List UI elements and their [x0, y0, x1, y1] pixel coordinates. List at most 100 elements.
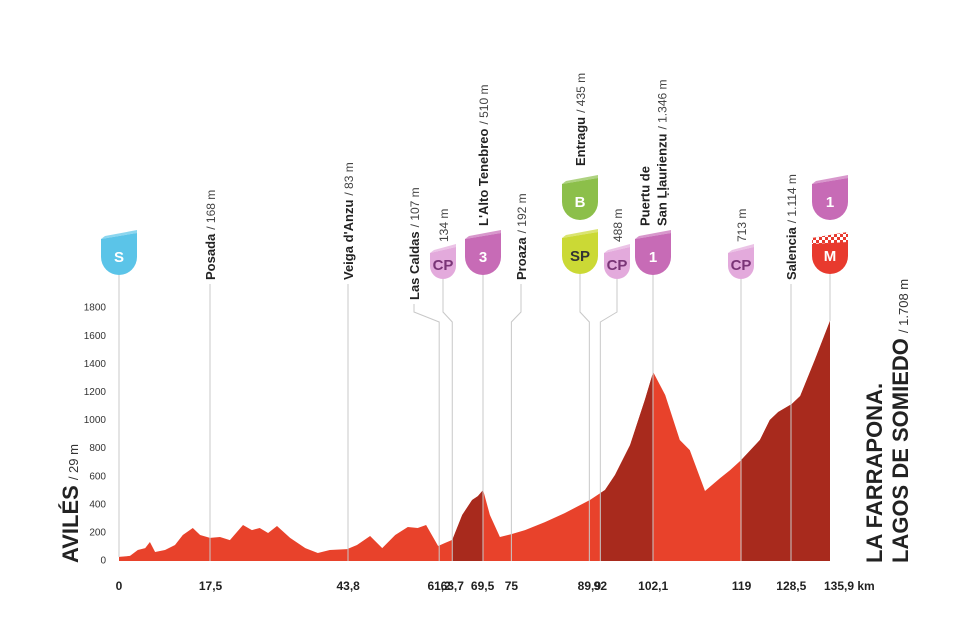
y-tick-label: 800 [89, 443, 106, 454]
x-tick-label: 128,5 [776, 579, 806, 593]
badge-shape [101, 233, 137, 275]
badge-text: 3 [479, 249, 487, 266]
place-name: Puertu de [638, 166, 653, 226]
place-name: San Ḷḷaurienzu [655, 133, 670, 226]
badge-stripe [635, 230, 671, 239]
badge: CP [604, 244, 630, 279]
badge-stripe [812, 175, 848, 184]
badge-text: M [824, 248, 837, 265]
leader-line [579, 274, 590, 561]
altitude: 713 m [735, 209, 749, 242]
badge-stripe [728, 244, 754, 253]
badge: CP [430, 244, 456, 279]
badge-shape [562, 178, 598, 220]
leader-line [510, 284, 522, 561]
leader-line [413, 304, 440, 561]
x-tick-label: 75 [505, 579, 519, 593]
badge-stripe [604, 244, 630, 253]
badge-text: SP [570, 248, 590, 265]
leader-line [599, 279, 618, 561]
badge-stripe [430, 244, 456, 253]
badge-shape [465, 233, 501, 275]
badge-text: CP [433, 257, 454, 274]
badge: CP [728, 244, 754, 279]
y-tick-label: 1000 [84, 415, 107, 426]
badge-text: CP [731, 257, 752, 274]
x-tick-label: 43,8 [336, 579, 360, 593]
badge-shape [728, 247, 754, 279]
waypoint-label: L'Alto Tenebreo / 510 m [476, 85, 491, 227]
waypoint-label: Puertu de [638, 166, 653, 226]
leader-line [442, 279, 453, 561]
badge-stripe [562, 175, 598, 184]
badge-stripe [101, 230, 137, 239]
place-name: AVILÉS [58, 485, 83, 563]
x-tick-label: 17,5 [199, 579, 223, 593]
altitude: / 107 m [408, 187, 422, 227]
finish-label: LA FARRAPONA. [862, 383, 887, 563]
place-name: Veiga d'Anzu [341, 200, 356, 280]
waypoint-label: Posada / 168 m [203, 190, 218, 280]
badge: 1 [635, 230, 671, 275]
altitude: / 1.346 m [656, 80, 670, 130]
x-tick-label: 102,1 [638, 579, 668, 593]
waypoint-label: Salencia / 1.114 m [784, 174, 799, 280]
altitude: / 435 m [574, 73, 588, 113]
x-tick-label: 0 [116, 579, 123, 593]
place-name: Salencia [784, 226, 799, 280]
badge-shape [430, 247, 456, 279]
y-tick-label: 1400 [84, 359, 107, 370]
badge: SP [562, 229, 598, 274]
y-tick-label: 200 [89, 528, 106, 539]
y-tick-label: 600 [89, 471, 106, 482]
badge-text: CP [607, 257, 628, 274]
waypoint-label: Entragu / 435 m [573, 73, 588, 166]
x-tick-label: 89,9 [578, 579, 602, 593]
badge-text: 1 [826, 194, 834, 211]
badge-shape [562, 232, 598, 274]
waypoint-label: Las Caldas / 107 m [407, 187, 422, 300]
altitude: 134 m [437, 209, 451, 242]
waypoint-label: 713 m [735, 209, 749, 242]
waypoint-label: Proaza / 192 m [514, 193, 529, 280]
y-tick-label: 1600 [84, 331, 107, 342]
badge-checker [812, 232, 848, 244]
badge-stripe [562, 229, 598, 238]
waypoint-label: 134 m [437, 209, 451, 242]
altitude: / 1.114 m [785, 174, 799, 223]
altitude: 488 m [611, 209, 625, 242]
place-name: LAGOS DE SOMIEDO [888, 338, 913, 563]
x-tick-label: 135,9 km [824, 579, 875, 593]
badge-text: S [114, 249, 124, 266]
badge: S [101, 230, 137, 275]
badge-text: B [575, 194, 586, 211]
waypoint-label: 488 m [611, 209, 625, 242]
badge: B [562, 175, 598, 220]
x-tick-label: 61,2 [428, 579, 452, 593]
place-name: Entragu [573, 117, 588, 166]
place-name: Posada [203, 233, 218, 280]
x-tick-label: 92 [594, 579, 608, 593]
finish-label: LAGOS DE SOMIEDO / 1.708 m [888, 279, 913, 563]
altitude: / 29 m [66, 444, 81, 480]
badge: M [812, 232, 848, 274]
waypoint-label: San Ḷḷaurienzu / 1.346 m [655, 80, 670, 227]
badge-shape [604, 247, 630, 279]
altitude: / 83 m [342, 162, 356, 195]
badge-shape [635, 233, 671, 275]
place-name: Las Caldas [407, 231, 422, 300]
badge-text: 1 [649, 249, 657, 266]
place-name: L'Alto Tenebreo [476, 128, 491, 226]
badge: 3 [465, 230, 501, 275]
x-tick-label: 63,7 [441, 579, 465, 593]
x-tick-label: 69,5 [471, 579, 495, 593]
place-name: LA FARRAPONA. [862, 383, 887, 563]
badge-shape [812, 178, 848, 220]
x-tick-label: 119 [732, 579, 752, 593]
finish-label: AVILÉS / 29 m [58, 444, 83, 563]
y-tick-label: 1800 [84, 303, 107, 314]
y-tick-label: 1200 [84, 387, 107, 398]
altitude: / 192 m [515, 193, 529, 233]
y-tick-label: 400 [89, 499, 106, 510]
